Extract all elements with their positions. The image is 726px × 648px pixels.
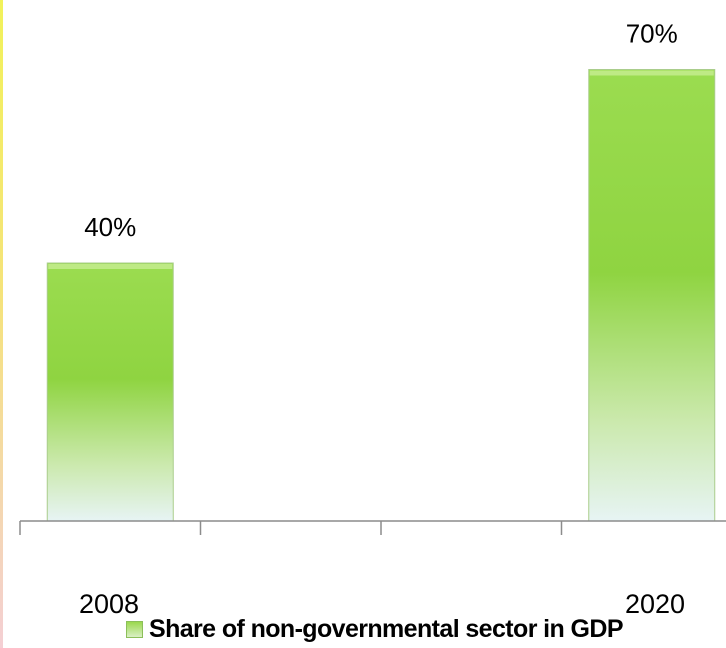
x-tick-label-2020: 2020: [625, 589, 685, 619]
bar-2020: [588, 69, 716, 522]
bar-2008: [46, 262, 174, 522]
legend: Share of non-governmental sector in GDP: [126, 614, 624, 644]
bar-highlight-2008: [48, 264, 173, 269]
data-label-2008: 40%: [84, 212, 136, 242]
x-tick-label-2008: 2008: [79, 589, 139, 619]
bar-highlight-2020: [589, 70, 714, 76]
left-accent-bar: [0, 0, 3, 648]
legend-swatch-icon: [126, 620, 143, 638]
data-label-2020: 70%: [626, 19, 678, 49]
legend-label: Share of non-governmental sector in GDP: [149, 614, 624, 643]
